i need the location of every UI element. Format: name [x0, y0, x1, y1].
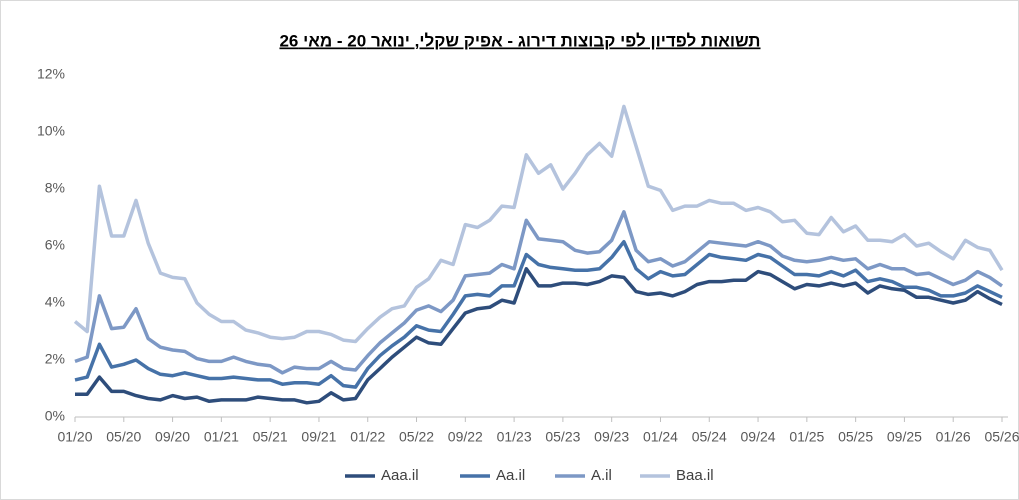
- x-tick-label: 09/25: [887, 429, 922, 445]
- line-series: [75, 267, 1003, 405]
- y-tick-label: 12%: [37, 66, 65, 82]
- x-tick-label: 01/21: [204, 429, 239, 445]
- x-tick-label: 01/26: [936, 429, 971, 445]
- legend-label: Aa.il: [496, 467, 525, 484]
- x-tick-label: 01/20: [57, 429, 92, 445]
- x-tick-label: 09/20: [155, 429, 190, 445]
- x-tick-label: 05/23: [545, 429, 580, 445]
- y-tick-label: 2%: [45, 351, 65, 367]
- line-series: [74, 239, 1003, 389]
- y-tick-label: 8%: [45, 180, 65, 196]
- x-tick-label: 05/25: [838, 429, 873, 445]
- chart-title: תשואות לפדיון לפי קבוצות דירוג - אפיק שק…: [279, 31, 760, 50]
- x-tick-label: 01/23: [497, 429, 532, 445]
- x-tick-label: 01/22: [350, 429, 385, 445]
- x-tick-label: 09/24: [741, 429, 776, 445]
- legend-label: Aaa.il: [381, 467, 419, 484]
- y-tick-label: 6%: [45, 237, 65, 253]
- legend-label: A.il: [591, 467, 612, 484]
- y-tick-label: 4%: [45, 294, 65, 310]
- line-series: [73, 104, 1004, 344]
- x-tick-label: 09/22: [448, 429, 483, 445]
- x-tick-label: 05/22: [399, 429, 434, 445]
- line-series: [74, 210, 1004, 375]
- y-tick-label: 10%: [37, 123, 65, 139]
- x-tick-label: 01/24: [643, 429, 678, 445]
- x-tick-label: 05/24: [692, 429, 727, 445]
- x-tick-label: 05/21: [253, 429, 288, 445]
- x-tick-label: 05/20: [106, 429, 141, 445]
- legend-label: Baa.il: [676, 467, 714, 484]
- y-tick-label: 0%: [45, 408, 65, 424]
- x-tick-label: 09/23: [594, 429, 629, 445]
- x-tick-label: 01/25: [789, 429, 824, 445]
- x-tick-label: 09/21: [301, 429, 336, 445]
- x-tick-label: 05/26: [984, 429, 1019, 445]
